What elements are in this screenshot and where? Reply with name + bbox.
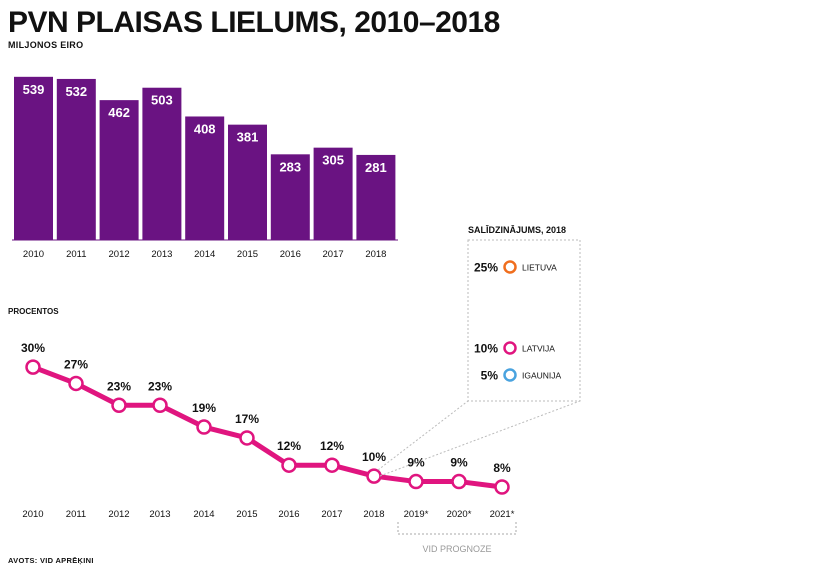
line-x-tick-label: 2020* <box>447 509 472 520</box>
bar-value-label: 503 <box>151 93 173 108</box>
line-x-tick-label: 2012 <box>108 509 129 520</box>
line-value-label: 9% <box>450 456 468 470</box>
bar-x-tick-label: 2012 <box>109 249 130 260</box>
bar-value-label: 539 <box>23 82 45 97</box>
comparison-marker <box>503 260 517 274</box>
line-value-label: 17% <box>235 412 259 426</box>
bar-chart: 539 2010 532 2011 462 2012 503 2013 408 2014 381 20… <box>12 76 398 260</box>
connector-line <box>379 400 581 477</box>
bar-value-label: 408 <box>194 121 216 136</box>
comparison-country: LIETUVA <box>522 263 557 273</box>
line-point <box>152 397 168 413</box>
comparison-frame <box>467 239 581 402</box>
forecast-bracket <box>397 522 517 535</box>
line-value-label: 23% <box>148 379 172 393</box>
line-chart: PROCENTOS 30% 2010 27% 2011 23% 2012 23% 2013 19%… <box>8 307 517 554</box>
comparison-value: 25% <box>474 261 498 275</box>
line-x-tick-label: 2013 <box>149 509 170 520</box>
line-x-tick-label: 2015 <box>236 509 257 520</box>
bar-value-label: 305 <box>322 153 344 168</box>
line-value-label: 23% <box>107 379 131 393</box>
comparison-marker <box>503 341 517 355</box>
connector-line <box>377 400 469 471</box>
line-value-label: 9% <box>407 456 425 470</box>
line-value-label: 8% <box>493 461 511 475</box>
line-value-label: 12% <box>320 439 344 453</box>
bar-value-label: 462 <box>108 105 130 120</box>
line-value-label: 19% <box>192 401 216 415</box>
bar <box>99 100 139 240</box>
comparison-country: IGAUNIJA <box>522 371 562 381</box>
bar <box>313 147 353 240</box>
bar-x-tick-label: 2017 <box>323 249 344 260</box>
line-x-tick-label: 2014 <box>193 509 214 520</box>
chart-title: PVN PLAISAS LIELUMS, 2010–2018 <box>8 6 500 39</box>
bar <box>14 76 53 240</box>
comparison-box: SALĪDZINĀJUMS, 2018 25% LIETUVA 10% LATVIJA 5… <box>377 225 581 477</box>
bar <box>270 154 310 240</box>
line-x-tick-label: 2011 <box>66 509 86 520</box>
comparison-value: 5% <box>481 369 499 383</box>
bar-x-tick-label: 2014 <box>194 249 215 260</box>
line-point <box>324 457 340 473</box>
line-series <box>30 364 505 490</box>
bar-x-tick-label: 2018 <box>365 249 386 260</box>
bar-value-label: 283 <box>279 159 301 174</box>
line-value-label: 30% <box>21 341 45 355</box>
bar-value-label: 281 <box>365 160 387 175</box>
bar <box>228 124 267 240</box>
comparison-marker <box>503 368 517 382</box>
line-x-tick-label: 2021* <box>490 509 515 520</box>
line-point <box>196 419 212 435</box>
line-x-tick-label: 2018 <box>363 509 384 520</box>
bar <box>185 116 225 240</box>
bar-x-tick-label: 2013 <box>151 249 172 260</box>
source-note: AVOTS: VID APRĒĶINI <box>8 556 94 565</box>
bar <box>142 87 182 241</box>
comparison-country: LATVIJA <box>522 344 555 354</box>
comparison-title: SALĪDZINĀJUMS, 2018 <box>468 225 566 235</box>
bar <box>356 154 396 240</box>
line-x-tick-label: 2010 <box>22 509 43 520</box>
chart-subtitle: MILJONOS EIRO <box>8 40 84 50</box>
bar-x-tick-label: 2010 <box>23 249 44 260</box>
line-point <box>239 430 255 446</box>
line-point <box>408 473 424 490</box>
line-x-tick-label: 2017 <box>321 509 342 520</box>
bar-x-tick-label: 2015 <box>237 249 258 260</box>
line-point <box>281 457 297 473</box>
line-point <box>111 397 127 413</box>
line-value-label: 27% <box>64 357 88 371</box>
line-point <box>366 468 382 484</box>
bar-x-tick-label: 2011 <box>66 249 86 260</box>
line-point <box>68 375 84 392</box>
line-point <box>494 479 510 495</box>
line-point <box>451 473 467 490</box>
bar-value-label: 381 <box>237 130 259 145</box>
line-x-tick-label: 2019* <box>404 509 429 520</box>
line-y-label: PROCENTOS <box>8 307 59 316</box>
line-value-label: 12% <box>277 439 301 453</box>
bar-value-label: 532 <box>65 84 87 99</box>
line-point <box>25 359 41 375</box>
line-x-tick-label: 2016 <box>278 509 299 520</box>
bar <box>56 78 96 240</box>
line-value-label: 10% <box>362 450 386 464</box>
bar-x-tick-label: 2016 <box>280 249 301 260</box>
comparison-value: 10% <box>474 342 498 356</box>
forecast-label: VID PROGNOZE <box>422 544 491 554</box>
